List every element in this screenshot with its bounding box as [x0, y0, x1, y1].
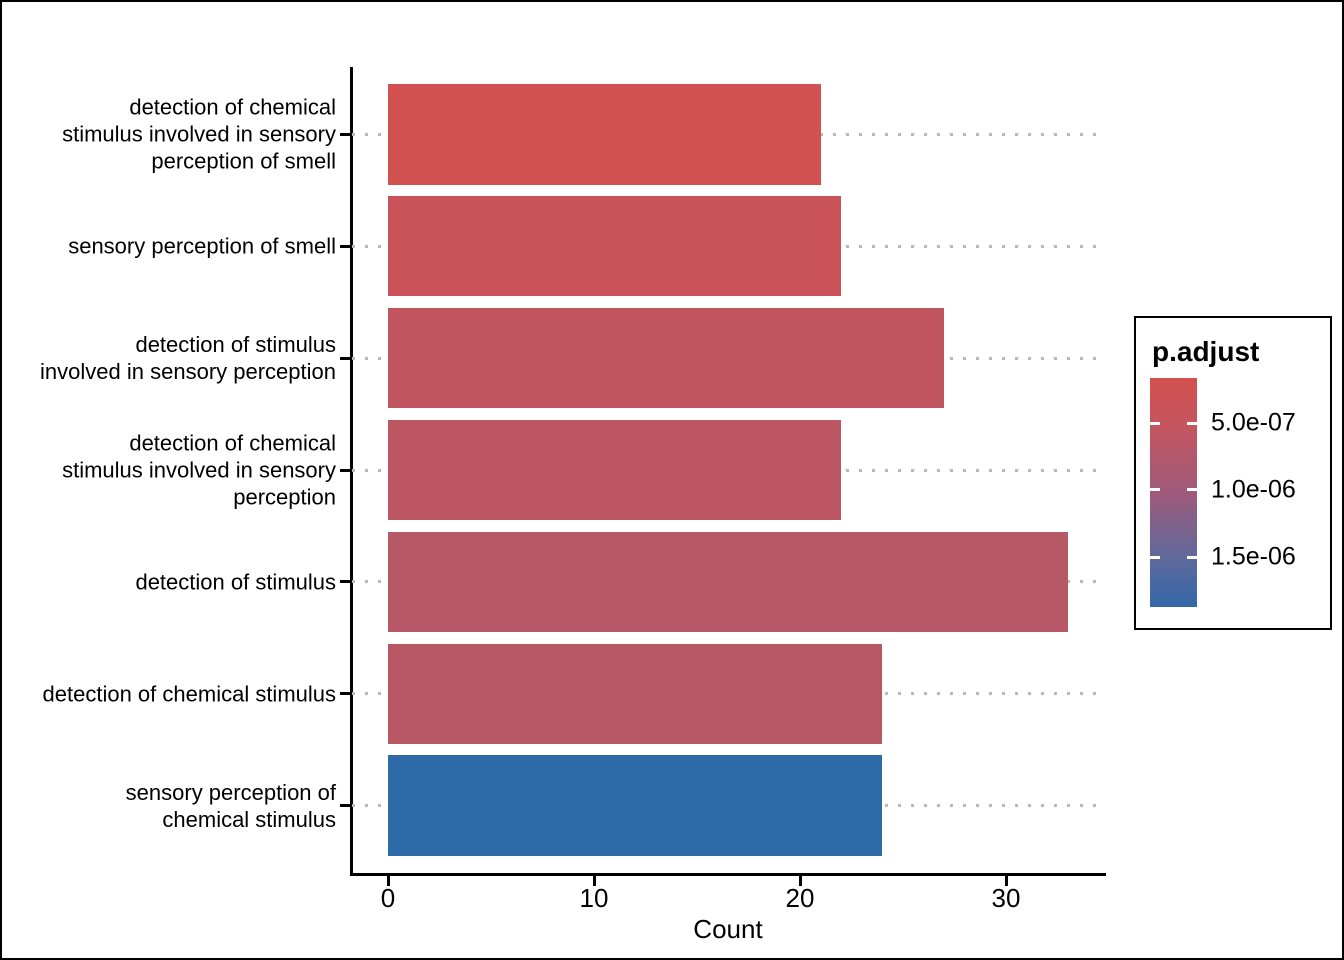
legend-tick-mark [1150, 488, 1160, 492]
x-axis-tick [1004, 876, 1008, 886]
category-label: detection of chemical stimulus involved … [62, 430, 336, 510]
y-axis-tick [340, 692, 352, 696]
y-axis-tick [340, 804, 352, 808]
bar-7 [388, 755, 883, 857]
bar-1 [388, 83, 821, 185]
bar-4 [388, 419, 842, 521]
y-axis-tick [340, 132, 352, 136]
x-tick-label: 30 [991, 883, 1021, 913]
category-label: detection of chemical stimulus involved … [62, 94, 336, 174]
y-axis-tick [340, 468, 352, 472]
legend-tick-label: 1.5e-06 [1211, 542, 1296, 571]
x-axis-tick [386, 876, 390, 886]
x-tick-label: 20 [785, 883, 815, 913]
bar-5 [388, 531, 1068, 633]
y-axis-tick [340, 244, 352, 248]
x-axis-line [350, 873, 1106, 876]
x-axis-tick [798, 876, 802, 886]
x-axis-title: Count [693, 914, 763, 944]
category-label: detection of stimulus involved in sensor… [40, 332, 336, 385]
x-tick-label: 10 [579, 883, 609, 913]
y-axis-tick [340, 356, 352, 360]
legend-tick-mark [1150, 555, 1160, 559]
legend-tick-mark [1187, 555, 1197, 559]
legend-tick-label: 5.0e-07 [1211, 408, 1296, 437]
category-label: detection of chemical stimulus [42, 681, 336, 707]
legend-title: p.adjust [1152, 336, 1260, 367]
legend-tick-mark [1187, 488, 1197, 492]
bar-2 [388, 195, 842, 297]
legend-gradient-bar [1150, 378, 1197, 607]
legend-tick-label: 1.0e-06 [1211, 475, 1296, 504]
bar-6 [388, 643, 883, 745]
category-label: sensory perception of chemical stimulus [125, 779, 336, 832]
legend-tick-mark [1150, 421, 1160, 425]
legend-tick-mark [1187, 421, 1197, 425]
x-tick-label: 0 [380, 883, 396, 913]
category-label: sensory perception of smell [68, 233, 336, 259]
y-axis-tick [340, 580, 352, 584]
bar-3 [388, 307, 945, 409]
x-axis-tick [592, 876, 596, 886]
category-label: detection of stimulus [135, 569, 336, 595]
legend-padjust: p.adjust 5.0e-07 1.0e-06 1.5e-06 [1134, 316, 1332, 630]
